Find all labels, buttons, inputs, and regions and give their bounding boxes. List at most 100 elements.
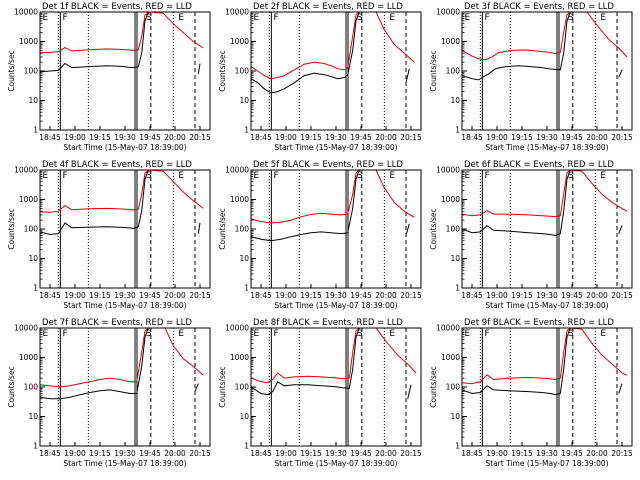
y-tick-label: 100	[24, 67, 39, 76]
events-tail-line	[618, 69, 623, 78]
x-tick-label: 19:45	[139, 133, 161, 142]
y-axis-label: Counts/sec	[218, 208, 227, 249]
x-tick-label: 20:00	[586, 449, 608, 458]
x-tick-label: 20:00	[375, 449, 397, 458]
y-tick-label: 10	[239, 254, 249, 263]
segment-marker: F	[485, 329, 490, 339]
x-tick-label: 19:00	[275, 133, 297, 142]
y-tick-label: 10000	[225, 166, 249, 175]
y-tick-label: 1000	[19, 37, 38, 46]
events-series-line	[251, 328, 376, 396]
panel-title: Det 3f BLACK = Events, RED = LLD	[464, 2, 614, 12]
x-tick-label: 19:00	[64, 133, 86, 142]
segment-marker: F	[485, 171, 490, 181]
events-tail-line	[405, 68, 410, 83]
y-tick-label: 10000	[436, 166, 460, 175]
events-tail-line	[194, 383, 199, 392]
events-tail-line	[405, 223, 410, 236]
y-tick-label: 10000	[436, 324, 460, 333]
y-tick-label: 10000	[14, 8, 38, 17]
x-tick-label: 20:15	[189, 449, 211, 458]
plot-frame	[39, 327, 211, 447]
panel-title: Det 2f BLACK = Events, RED = LLD	[253, 2, 403, 12]
x-tick-label: 20:15	[611, 291, 633, 300]
events-series-line	[40, 12, 165, 73]
y-tick-label: 100	[446, 67, 461, 76]
y-tick-label: 10	[239, 96, 249, 105]
segment-marker: F	[63, 329, 68, 339]
segment-marker: E	[600, 13, 606, 23]
x-tick-label: 18:45	[39, 449, 61, 458]
y-axis-label: Counts/sec	[429, 208, 438, 249]
x-tick-label: 19:30	[325, 133, 347, 142]
events-tail-line	[197, 63, 201, 74]
x-tick-label: 19:30	[114, 291, 136, 300]
y-tick-label: 1000	[19, 353, 38, 362]
x-tick-label: 18:45	[39, 291, 61, 300]
segment-marker: S	[357, 13, 363, 23]
x-tick-label: 19:15	[511, 449, 533, 458]
plot-frame	[250, 11, 422, 131]
y-tick-label: 1	[455, 284, 460, 293]
y-tick-label: 10	[450, 254, 460, 263]
segment-marker: E	[254, 329, 260, 339]
x-tick-label: 19:00	[486, 291, 508, 300]
x-axis-label: Start Time (15-May-07 18:39:00)	[274, 143, 397, 152]
y-tick-label: 100	[235, 383, 250, 392]
x-tick-label: 20:15	[611, 449, 633, 458]
x-axis-label: Start Time (15-May-07 18:39:00)	[63, 301, 186, 310]
plot-frame	[39, 169, 211, 289]
segment-marker: S	[568, 329, 574, 339]
y-tick-label: 1000	[441, 353, 460, 362]
segment-marker: S	[357, 329, 363, 339]
y-tick-label: 10000	[225, 8, 249, 17]
x-tick-label: 19:45	[139, 291, 161, 300]
y-tick-label: 1000	[441, 195, 460, 204]
x-axis-label: Start Time (15-May-07 18:39:00)	[485, 301, 608, 310]
segment-marker: E	[600, 329, 606, 339]
x-tick-label: 20:00	[164, 133, 186, 142]
lld-series-line	[40, 328, 204, 388]
x-tick-label: 19:15	[300, 291, 322, 300]
events-series-line	[40, 170, 165, 236]
plot-frame	[250, 169, 422, 289]
plot-frame	[461, 327, 633, 447]
y-tick-label: 1	[455, 442, 460, 451]
x-axis-label: Start Time (15-May-07 18:39:00)	[274, 459, 397, 468]
x-tick-label: 19:45	[350, 449, 372, 458]
y-axis-label: Counts/sec	[7, 208, 16, 249]
panel-title: Det 5f BLACK = Events, RED = LLD	[253, 160, 403, 170]
y-tick-label: 100	[446, 225, 461, 234]
x-tick-label: 19:30	[114, 133, 136, 142]
lld-series-line	[40, 170, 204, 213]
y-tick-label: 10000	[225, 324, 249, 333]
panel-title: Det 8f BLACK = Events, RED = LLD	[253, 318, 403, 328]
x-tick-label: 20:00	[164, 449, 186, 458]
events-series-line	[251, 12, 373, 94]
lld-series-line	[462, 328, 628, 385]
panel-title: Det 4f BLACK = Events, RED = LLD	[42, 160, 192, 170]
x-tick-label: 19:00	[486, 133, 508, 142]
y-axis-label: Counts/sec	[429, 50, 438, 91]
segment-marker: F	[63, 13, 68, 23]
y-tick-label: 1000	[441, 37, 460, 46]
x-tick-label: 19:30	[325, 291, 347, 300]
x-tick-label: 19:45	[350, 291, 372, 300]
lld-series-line	[251, 12, 415, 80]
events-series-line	[40, 328, 162, 400]
lld-series-line	[462, 170, 628, 218]
x-tick-label: 19:15	[89, 449, 111, 458]
x-tick-label: 19:30	[536, 449, 558, 458]
events-series-line	[462, 170, 587, 237]
x-tick-label: 18:45	[250, 291, 272, 300]
segment-marker: E	[178, 171, 184, 181]
x-tick-label: 18:45	[461, 291, 483, 300]
segment-marker: F	[274, 171, 279, 181]
y-tick-label: 1	[33, 126, 38, 135]
y-tick-label: 1	[33, 284, 38, 293]
lld-series-line	[251, 170, 415, 224]
